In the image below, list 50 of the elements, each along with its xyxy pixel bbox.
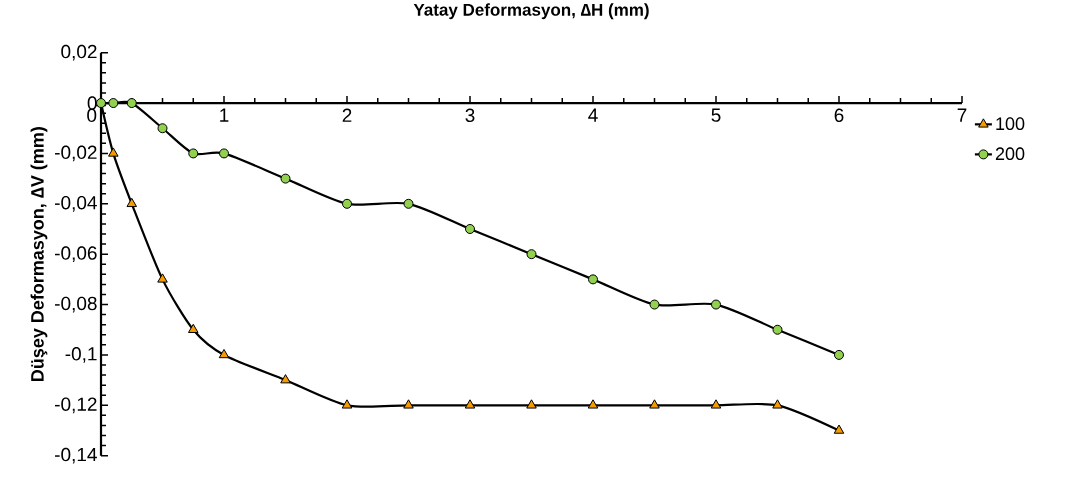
legend-label: 100 [996,117,1025,131]
point [187,323,199,334]
y-tick-label: -0,02 [55,145,97,162]
legend-label: 200 [995,147,1025,161]
x-tick-label: 7 [957,108,967,122]
point [649,399,660,409]
point [280,374,291,384]
x-tick-label: 3 [465,108,475,123]
point [108,98,119,109]
x-tick-label: 1 [220,108,229,122]
point [464,399,476,409]
point [526,249,537,260]
point [403,399,414,409]
point [157,273,168,283]
point [188,148,199,159]
point [834,350,844,361]
point [649,299,660,310]
y-tick-label: -0,14 [55,447,97,464]
point [219,148,230,159]
point [157,123,168,134]
y-tick-label: -0,1 [65,347,97,363]
y-tick-label: -0,06 [55,246,97,263]
point [588,274,598,285]
point [710,399,722,409]
point [342,198,353,209]
y-tick-label: -0,12 [55,397,97,414]
point [108,147,119,157]
y-axis-title: Düşey Deformasyon, ∆V (mm) [30,127,48,382]
point [341,399,353,409]
x-tick-label: 6 [834,108,844,123]
point [218,349,230,359]
y-tick-label: 0 [87,96,97,110]
y-tick-label: -0,08 [55,296,97,313]
point [465,224,476,235]
x-tick-label: 4 [588,108,598,122]
point [126,98,137,109]
point [711,299,721,310]
point [772,399,783,409]
point [403,198,414,209]
point [526,399,537,409]
point [833,424,845,434]
point [587,399,599,409]
y-tick-label: -0,04 [55,196,97,212]
point [126,197,138,208]
x-axis-title: Yatay Deformasyon, ∆H (mm) [413,3,649,20]
y-tick-label: 0,02 [61,44,97,61]
x-tick-label: 5 [711,108,721,122]
point [280,173,291,184]
x-tick-label: 2 [342,108,352,122]
point [772,324,783,335]
